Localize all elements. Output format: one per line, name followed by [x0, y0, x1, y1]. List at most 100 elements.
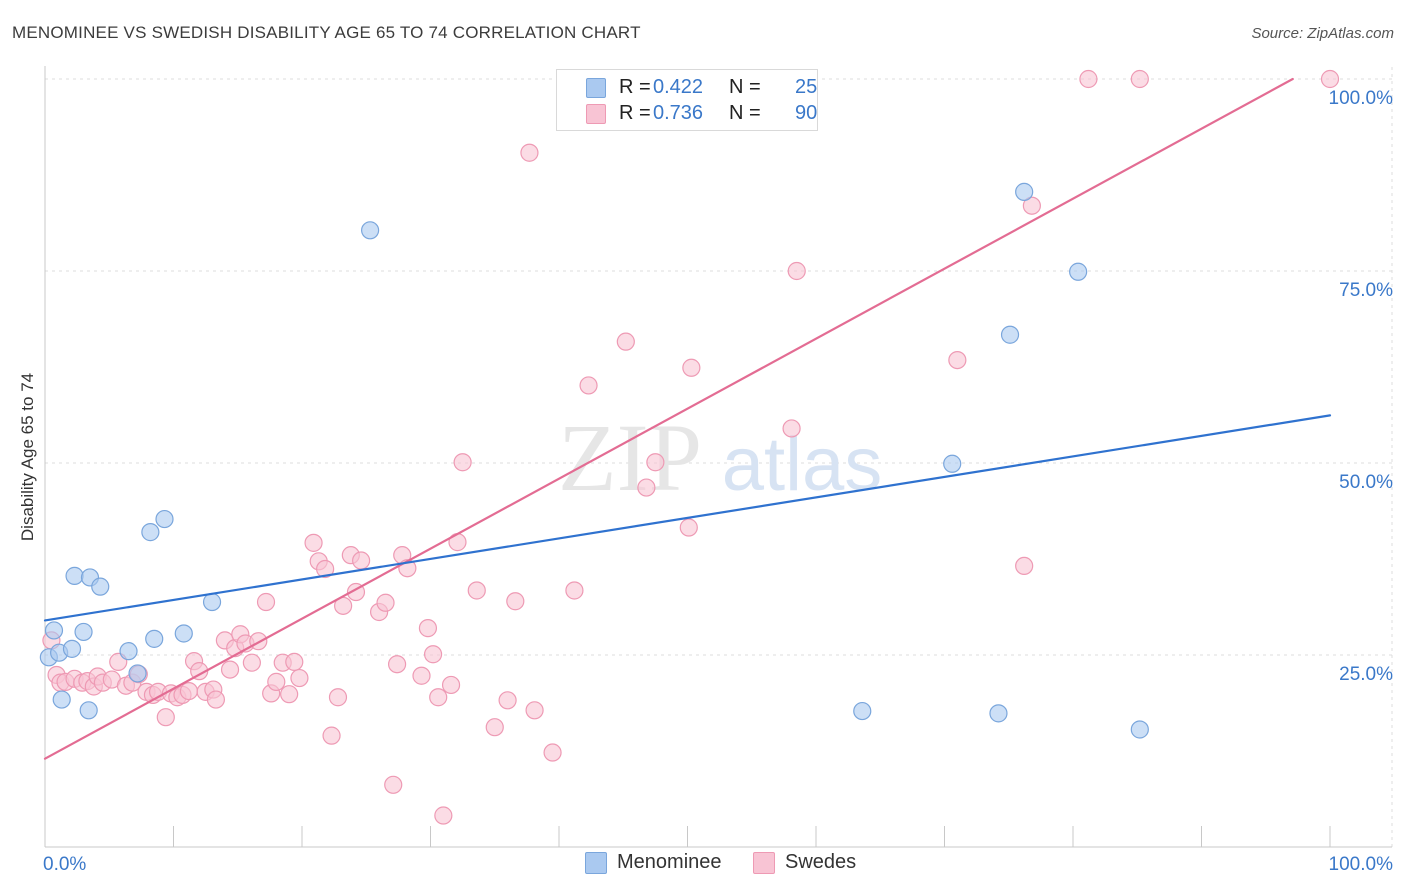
swedes-n-label: N = — [729, 102, 761, 124]
swedes-point — [418, 619, 438, 638]
menominee-point — [91, 577, 110, 596]
menominee-legend-swatch — [585, 852, 607, 874]
swedes-point — [256, 592, 276, 612]
swedes-point — [1015, 556, 1034, 576]
swedes-point — [467, 581, 486, 600]
swedes-point — [179, 681, 199, 701]
menominee-point — [1069, 262, 1088, 281]
menominee-point — [1000, 325, 1020, 344]
swedes-point — [249, 632, 268, 651]
menominee-point — [202, 592, 222, 612]
x-tick-label: 100.0% — [1329, 854, 1394, 875]
menominee-point — [361, 221, 380, 240]
trend-lines — [43, 77, 1332, 760]
menominee-point — [44, 621, 64, 640]
swedes-point — [441, 675, 461, 695]
swedes-point — [285, 652, 304, 672]
swedes-point — [616, 332, 635, 351]
swedes-point — [498, 691, 517, 710]
y-tick-label: 50.0% — [1339, 472, 1393, 493]
menominee-point — [853, 701, 872, 721]
swedes-r-label: R = — [619, 102, 651, 124]
watermark-zip: ZIP — [558, 404, 702, 511]
menominee-point — [141, 523, 160, 542]
x-tick-label: 0.0% — [43, 854, 86, 875]
menominee-legend-label: Menominee — [617, 851, 722, 873]
menominee-point — [174, 624, 193, 643]
y-tick-label: 100.0% — [1329, 88, 1394, 109]
swedes-point — [156, 708, 175, 727]
swedes-point — [453, 453, 472, 472]
menominee-point — [943, 454, 962, 473]
correlation-legend: R = 0.422 N = 25 R = 0.736 N = 90 — [556, 69, 818, 131]
swedes-point — [423, 645, 443, 664]
swedes-point — [679, 518, 698, 537]
swedes-point — [485, 718, 504, 737]
swedes-point — [646, 453, 665, 472]
menominee-point — [155, 509, 174, 529]
swedes-point — [290, 668, 309, 688]
axes — [44, 66, 1392, 848]
menominee-swatch — [586, 78, 606, 98]
y-tick-label: 75.0% — [1339, 280, 1393, 301]
menominee-point — [65, 566, 84, 585]
swedes-point — [525, 701, 544, 720]
swedes-point — [637, 478, 656, 497]
swedes-n-value: 90 — [795, 102, 818, 124]
swedes-point — [304, 533, 323, 552]
swedes-point — [387, 655, 407, 674]
menominee-point — [1015, 182, 1034, 201]
watermark-atlas: atlas — [722, 422, 883, 507]
swedes-trend-line — [43, 77, 1294, 760]
menominee-point — [1130, 720, 1149, 739]
swedes-swatch — [586, 104, 606, 124]
menominee-point — [989, 704, 1008, 723]
menominee-trend-line — [43, 414, 1332, 622]
swedes-point — [352, 551, 371, 570]
swedes-point — [429, 688, 448, 707]
menominee-point — [52, 690, 71, 709]
swedes-point — [579, 376, 598, 395]
swedes-point — [948, 350, 967, 370]
swedes-point — [1320, 69, 1340, 89]
swedes-point — [1130, 69, 1149, 89]
swedes-point — [220, 660, 240, 679]
swedes-point — [316, 559, 335, 579]
swedes-point — [782, 419, 801, 438]
menominee-point — [119, 642, 138, 661]
menominee-points — [39, 182, 1149, 739]
menominee-r-value: 0.422 — [653, 76, 704, 98]
gridlines — [45, 67, 1393, 847]
swedes-point — [376, 593, 395, 612]
menominee-n-value: 25 — [795, 76, 818, 98]
menominee-point — [74, 622, 93, 642]
swedes-point — [1022, 196, 1041, 215]
swedes-point — [520, 143, 539, 162]
source-label: Source: ZipAtlas.com — [1251, 25, 1394, 42]
swedes-point — [280, 685, 299, 704]
swedes-point — [565, 581, 584, 600]
swedes-point — [434, 806, 453, 825]
chart-title: MENOMINEE VS SWEDISH DISABILITY AGE 65 T… — [12, 23, 641, 42]
swedes-point — [322, 726, 341, 745]
swedes-point — [412, 666, 431, 685]
swedes-point — [206, 690, 226, 709]
swedes-point — [1079, 69, 1098, 89]
menominee-n-label: N = — [729, 76, 761, 98]
swedes-legend-swatch — [753, 852, 775, 874]
menominee-point — [128, 664, 147, 683]
swedes-point — [267, 672, 286, 691]
swedes-point — [384, 775, 403, 794]
menominee-point — [145, 629, 164, 648]
swedes-point — [543, 743, 562, 762]
swedes-point — [506, 592, 525, 611]
menominee-point — [79, 701, 98, 720]
swedes-point — [682, 358, 701, 377]
y-tick-label: 25.0% — [1339, 664, 1393, 685]
swedes-point — [242, 653, 261, 672]
menominee-r-label: R = — [619, 76, 651, 98]
menominee-point — [62, 639, 82, 658]
swedes-point — [787, 261, 806, 281]
swedes-legend-label: Swedes — [785, 851, 857, 873]
